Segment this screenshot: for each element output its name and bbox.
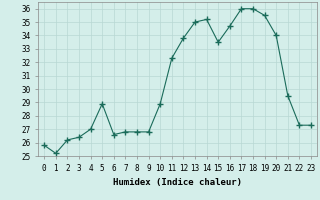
X-axis label: Humidex (Indice chaleur): Humidex (Indice chaleur) [113, 178, 242, 187]
